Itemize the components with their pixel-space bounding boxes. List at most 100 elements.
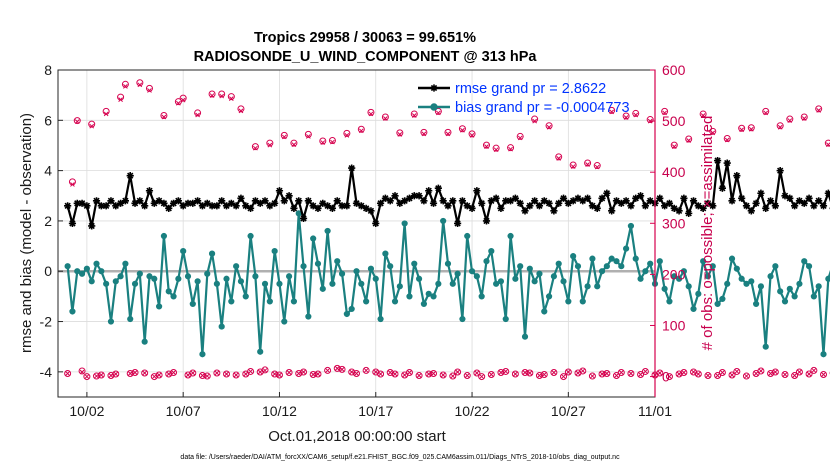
obs-assimilated-point: [763, 110, 769, 116]
legend-rmse-star-icon: [430, 84, 438, 92]
obs-assimilated-point: [74, 119, 80, 124]
obs-possible-point: [747, 124, 755, 132]
x-tick-label: 10/17: [358, 403, 393, 419]
obs-possible-point: [131, 368, 139, 376]
rmse-point: [449, 197, 457, 205]
obs-possible-point: [545, 122, 553, 130]
obs-possible-point: [439, 371, 447, 379]
bias-point: [430, 293, 437, 300]
bias-point: [146, 273, 153, 280]
bias-point: [223, 275, 230, 282]
rmse-point: [656, 194, 664, 202]
obs-possible-point: [434, 107, 442, 115]
bias-point: [497, 278, 505, 285]
rmse-point: [155, 197, 163, 205]
obs-assimilated-point: [546, 124, 552, 130]
rmse-point: [747, 207, 755, 215]
obs-possible-point: [314, 370, 322, 378]
rmse-point: [704, 199, 712, 207]
rmse-point: [314, 204, 322, 212]
obs-possible-point: [304, 130, 312, 138]
obs-possible-point: [463, 372, 471, 380]
bias-point: [122, 260, 129, 267]
obs-assimilated-point: [614, 373, 619, 378]
rmse-point: [805, 194, 813, 202]
obs-possible-point: [97, 371, 105, 379]
bias-point: [661, 285, 668, 292]
obs-assimilated-point: [753, 371, 759, 376]
obs-possible-point: [343, 129, 351, 137]
rmse-point: [222, 202, 231, 210]
rmse-point: [271, 199, 279, 207]
obs-possible-point: [540, 371, 548, 379]
obs-possible-point: [781, 371, 789, 379]
bias-point: [103, 280, 110, 287]
bias-point: [560, 278, 567, 285]
bias-point: [165, 288, 172, 295]
bias-point: [310, 235, 317, 242]
obs-possible-point: [608, 106, 616, 114]
obs-assimilated-point: [296, 371, 302, 376]
bias-point: [74, 268, 81, 275]
obs-assimilated-point: [797, 369, 802, 375]
bias-point: [680, 268, 687, 275]
bias-point: [666, 298, 673, 305]
bias-point: [218, 323, 225, 330]
obs-possible-point: [718, 368, 726, 376]
obs-possible-point: [516, 132, 524, 140]
bias-point: [444, 260, 452, 267]
obs-assimilated-point: [488, 372, 494, 377]
obs-assimilated-point: [479, 374, 485, 379]
bias-point: [411, 260, 418, 267]
rmse-point: [800, 199, 808, 207]
bias-point: [468, 268, 476, 275]
rmse-point: [357, 202, 365, 210]
rmse-point: [786, 194, 794, 202]
rmse-point: [454, 219, 462, 228]
rmse-point: [434, 184, 442, 192]
bias-point: [213, 280, 220, 287]
obs-possible-point: [661, 107, 669, 115]
obs-assimilated-point: [253, 145, 258, 151]
y-left-tick-label: -2: [40, 314, 53, 330]
obs-possible-point: [126, 369, 134, 377]
bias-point: [541, 308, 548, 315]
rmse-point: [391, 192, 399, 200]
obs-assimilated-point: [228, 96, 234, 101]
rmse-point: [425, 187, 433, 195]
bias-point: [420, 300, 428, 308]
obs-possible-point: [160, 111, 168, 119]
bias-point: [276, 280, 283, 287]
obs-assimilated-point: [681, 370, 687, 375]
obs-possible-point: [820, 371, 828, 379]
bias-point: [805, 263, 813, 270]
obs-possible-point: [511, 370, 519, 378]
rmse-point: [733, 172, 741, 180]
bias-point: [555, 260, 562, 267]
bias-point: [64, 263, 71, 270]
rmse-point: [680, 194, 688, 202]
obs-assimilated-point: [402, 372, 407, 378]
rmse-point: [309, 202, 317, 210]
obs-assimilated-point: [445, 131, 451, 137]
obs-possible-point: [141, 369, 149, 377]
rmse-point: [526, 202, 534, 210]
obs-assimilated-point: [156, 372, 162, 378]
obs-possible-point: [328, 137, 336, 145]
rmse-point: [136, 197, 144, 205]
obs-assimilated-point: [503, 369, 509, 374]
bias-point: [574, 263, 582, 270]
obs-assimilated-point: [657, 370, 663, 376]
obs-assimilated-point: [171, 370, 176, 375]
bias-point: [464, 232, 471, 240]
bias-point: [127, 315, 134, 323]
bias-point: [387, 263, 394, 270]
bias-point: [791, 293, 798, 300]
obs-possible-point: [824, 139, 830, 147]
bias-point: [459, 315, 466, 323]
rmse-point: [367, 207, 375, 215]
obs-possible-point: [612, 372, 620, 380]
obs-assimilated-point: [349, 369, 355, 375]
obs-assimilated-point: [580, 368, 586, 374]
bias-point: [796, 280, 803, 287]
